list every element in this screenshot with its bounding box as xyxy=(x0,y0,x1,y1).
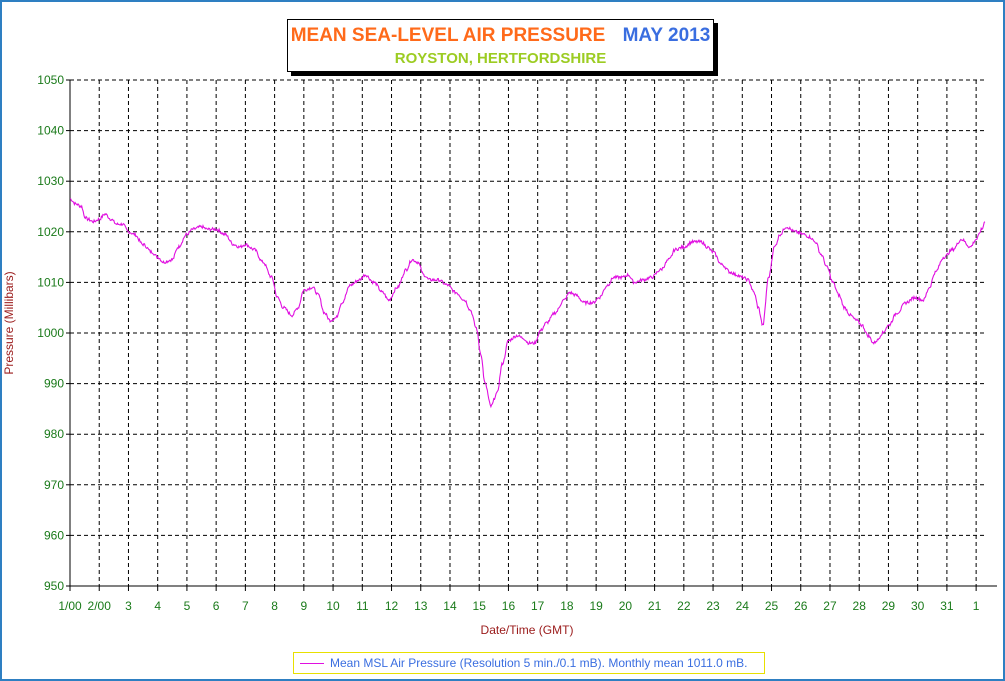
x-tick-label: 19 xyxy=(589,599,603,613)
x-tick-label: 29 xyxy=(882,599,896,613)
x-tick-label: 31 xyxy=(940,599,954,613)
legend-swatch xyxy=(300,662,324,664)
x-tick-label: 6 xyxy=(213,599,220,613)
x-tick-label: 26 xyxy=(794,599,808,613)
x-tick-label: 15 xyxy=(473,599,487,613)
x-tick-label: 17 xyxy=(531,599,545,613)
y-tick-label: 960 xyxy=(44,528,64,542)
y-tick-label: 1020 xyxy=(37,225,64,239)
x-tick-label: 23 xyxy=(706,599,720,613)
x-tick-label: 27 xyxy=(823,599,837,613)
chart-title-period: MAY 2013 xyxy=(622,25,711,46)
x-tick-label: 13 xyxy=(414,599,428,613)
x-tick-label: 7 xyxy=(242,599,249,613)
legend: Mean MSL Air Pressure (Resolution 5 min.… xyxy=(293,652,765,674)
x-tick-label: 1 xyxy=(973,599,980,613)
y-tick-label: 1050 xyxy=(37,73,64,87)
x-tick-labels: 1/00 2/00 3 4 5 6 7 8 9 10 11 12 13 14 15 16 17 18 19 20 21 2… xyxy=(58,599,979,613)
y-tick-label: 970 xyxy=(44,478,64,492)
y-tick-label: 980 xyxy=(44,427,64,441)
chart-subtitle: ROYSTON, HERTFORDSHIRE xyxy=(394,50,607,67)
x-axis-label: Date/Time (GMT) xyxy=(480,623,574,637)
x-tick-label: 28 xyxy=(853,599,867,613)
x-tick-label: 20 xyxy=(619,599,633,613)
grid xyxy=(70,79,987,586)
series-line-msl-pressure xyxy=(70,198,986,409)
x-tick-label: 21 xyxy=(648,599,662,613)
x-tick-label: 30 xyxy=(911,599,925,613)
x-tick-label: 8 xyxy=(271,599,278,613)
chart-title-box: MEAN SEA-LEVEL AIR PRESSURE MAY 2013 ROY… xyxy=(287,19,714,72)
series-lines xyxy=(70,198,986,409)
x-tick-label: 25 xyxy=(765,599,779,613)
x-tick-label: 2/00 xyxy=(88,599,112,613)
y-tick-label: 1030 xyxy=(37,174,64,188)
x-tick-label: 24 xyxy=(736,599,750,613)
x-tick-label: 12 xyxy=(385,599,399,613)
x-tick-label: 1/00 xyxy=(58,599,82,613)
x-tick-label: 10 xyxy=(326,599,340,613)
x-tick-label: 11 xyxy=(356,599,369,613)
y-tick-labels: 950 960 970 980 990 1000 1010 1020 1030 1040 1050 xyxy=(37,73,64,593)
x-tick-label: 14 xyxy=(443,599,457,613)
axes xyxy=(66,79,997,591)
x-tick-label: 22 xyxy=(677,599,691,613)
x-tick-label: 18 xyxy=(560,599,574,613)
y-tick-label: 990 xyxy=(44,377,64,391)
y-tick-label: 1000 xyxy=(37,326,64,340)
y-tick-label: 950 xyxy=(44,579,64,593)
chart-title: MEAN SEA-LEVEL AIR PRESSURE xyxy=(290,25,606,46)
y-axis-label: Pressure (Millibars) xyxy=(2,271,16,375)
x-tick-label: 4 xyxy=(154,599,161,613)
y-tick-label: 1040 xyxy=(37,124,64,138)
x-tick-label: 9 xyxy=(300,599,307,613)
x-tick-label: 3 xyxy=(125,599,132,613)
x-tick-label: 5 xyxy=(184,599,191,613)
legend-entry: Mean MSL Air Pressure (Resolution 5 min.… xyxy=(330,656,748,670)
x-tick-label: 16 xyxy=(502,599,516,613)
y-tick-label: 1010 xyxy=(37,275,64,289)
